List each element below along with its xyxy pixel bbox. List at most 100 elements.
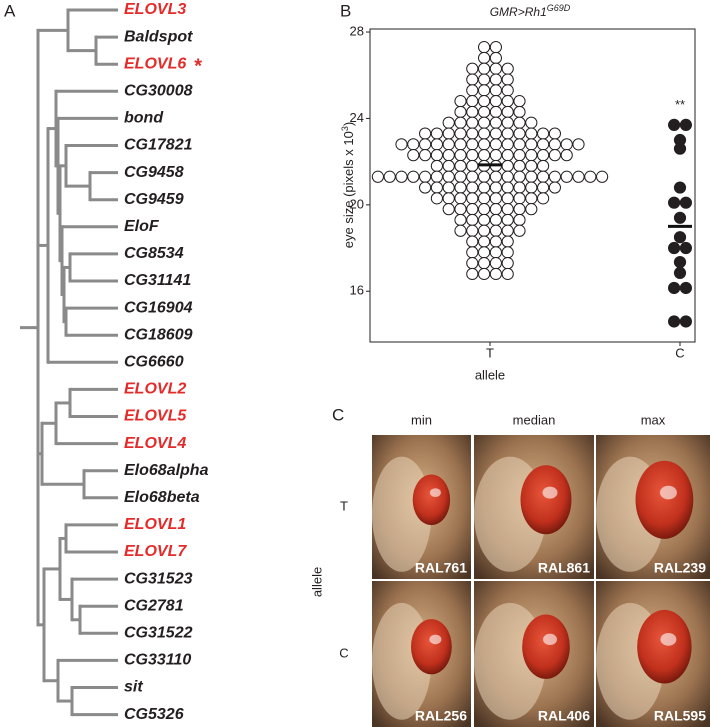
data-point [419,138,432,151]
data-point [430,138,443,151]
data-point [395,170,408,183]
data-point [466,116,479,129]
data-point [537,170,550,183]
data-point [466,192,479,205]
data-point [489,105,502,119]
data-point [478,203,491,216]
data-point [513,138,526,151]
data-point [466,105,479,119]
data-point [466,95,479,108]
data-point [466,149,479,162]
data-point [513,95,526,108]
data-point [537,181,550,194]
photo-highlight [660,633,677,646]
data-point [430,149,443,162]
data-point [513,105,526,119]
leaf-label: CG9458 [124,164,184,181]
data-point [478,105,491,119]
leaf-label: ELOVL6 [124,55,186,72]
leaf-label: bond [124,110,164,127]
data-point [478,84,491,97]
data-point [454,224,467,237]
data-point [679,315,693,328]
photo-eye [637,609,692,684]
photo-eye [635,460,694,539]
leaf-label: CG16904 [124,299,193,316]
leaf-label: CG5326 [124,706,184,723]
data-point [466,213,479,227]
data-point [395,138,408,151]
data-point [501,95,514,108]
data-point [501,246,514,259]
chart-title: GMR>Rh1G69D [490,3,571,19]
data-point [454,127,467,140]
data-point [513,170,526,183]
data-point [668,281,681,295]
sample-label: RAL761 [415,560,467,576]
data-point [501,224,514,237]
leaf-label: CG6660 [124,354,184,371]
data-point [489,246,502,259]
data-point [466,138,479,151]
data-point [525,116,538,129]
photo-eye [412,474,451,526]
leaf-label: CG31141 [124,272,191,289]
data-point [478,192,491,205]
x-tick-label: C [675,345,684,360]
data-point [478,257,491,270]
data-point [419,127,432,140]
leaf-label: ELOVL3 [124,1,186,18]
leaf-label: ELOVL7 [124,543,187,560]
sample-label: RAL406 [538,708,590,724]
data-point [407,149,420,162]
data-point [525,138,538,151]
data-point [454,95,467,108]
data-point [466,267,479,281]
data-point [430,127,443,140]
x-axis-label: allele [475,367,505,382]
panel-label: C [332,405,344,424]
data-point [537,192,550,205]
y-tick-label: 24 [350,110,364,125]
data-point [489,181,502,194]
data-point [383,170,396,183]
data-point [501,213,514,227]
tree: ELOVL3 Baldspot ELOVL6 *CG30008 bond CG17821 C… [20,1,209,723]
data-point [454,170,467,183]
x-tick-label: T [486,345,494,360]
data-point [489,149,502,162]
data-point [489,138,502,151]
data-point [489,73,502,86]
y-tick-label: 16 [350,283,364,298]
annotation: ** [675,97,685,112]
data-point [548,138,562,151]
data-point [548,127,562,140]
data-point [489,192,502,205]
plot-frame [369,28,696,343]
data-point [668,196,681,209]
data-point [572,170,585,183]
data-point [489,95,502,108]
data-point [442,170,455,183]
data-point [407,170,420,183]
data-point [513,116,526,129]
data-point [560,170,573,183]
data-point [489,235,502,248]
data-point [560,149,573,162]
data-point [442,192,455,205]
leaf-label: Elo68beta [124,489,200,506]
data-point [419,170,432,183]
data-point [478,170,491,183]
data-point [501,203,514,216]
leaf-label: ELOVL4 [124,435,186,452]
data-point [478,235,491,248]
data-point [679,281,693,295]
photo-highlight [543,633,557,646]
data-point [489,127,502,140]
data-point [466,73,479,86]
panel-label: B [340,1,351,20]
data-point [442,203,455,216]
data-point [478,267,491,281]
data-point [407,138,420,151]
